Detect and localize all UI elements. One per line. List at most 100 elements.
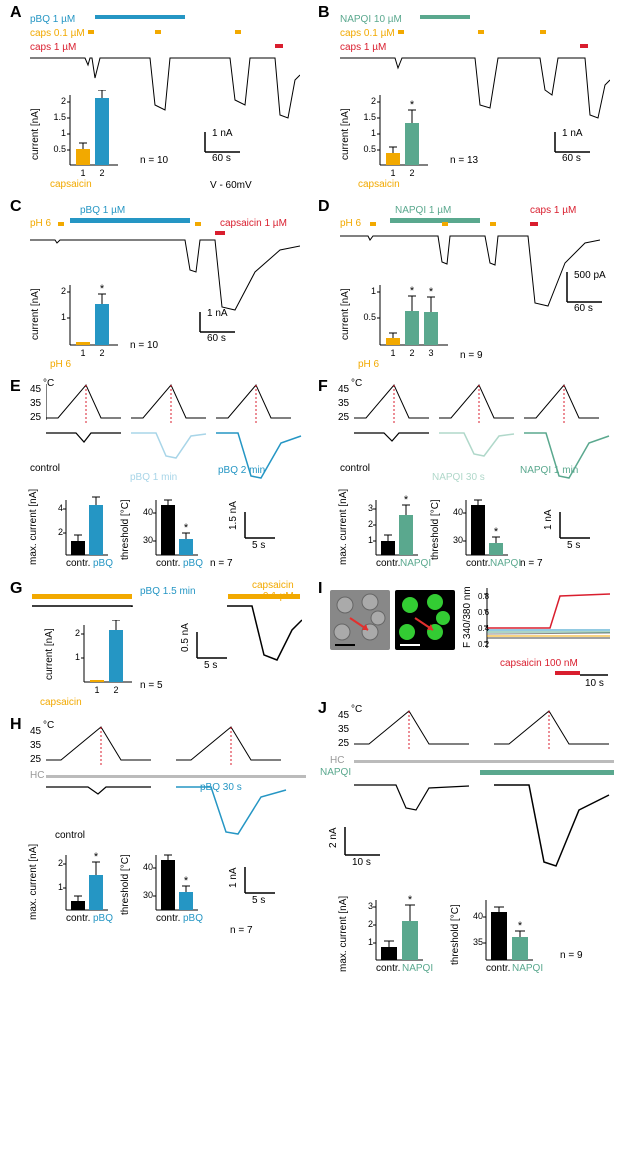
current-traces-J (354, 780, 614, 875)
pH6-label-C: pH 6 (30, 218, 51, 229)
svg-text:*: * (100, 90, 105, 91)
ctrl-label-E: control (30, 463, 60, 474)
t1-label-H: pBQ 30 s (200, 782, 242, 793)
NAPQI-bar-D (390, 218, 480, 223)
panel-H-label: H (10, 716, 22, 734)
svg-text:0.5: 0.5 (53, 144, 66, 154)
scale-x-G: 5 s (204, 660, 217, 671)
svg-text:2: 2 (61, 286, 66, 296)
ylabel-D: current [nA] (340, 288, 351, 340)
svg-text:1: 1 (368, 535, 373, 545)
svg-text:1: 1 (368, 937, 373, 947)
scale-y-F: 1 nA (543, 509, 554, 530)
svg-text:2: 2 (113, 685, 118, 695)
n-A: n = 10 (140, 155, 168, 166)
bar-chart-G: 12 * 1 2 (62, 620, 152, 700)
caps-high-bar-B (580, 44, 588, 48)
scale-x-B: 60 s (562, 153, 581, 164)
cat2-right-F: NAPQI (490, 558, 521, 569)
ftick1-I: 0.8 (478, 592, 489, 601)
pH6-bar3-D (490, 222, 496, 226)
cat1-right-E: contr. (156, 558, 180, 569)
svg-text:1: 1 (61, 128, 66, 138)
xlabel-B: capsaicin (358, 179, 400, 190)
scale-y-C: 1 nA (207, 308, 228, 319)
scale-x-D: 60 s (574, 303, 593, 314)
caps-label-I: capsaicin 100 nM (500, 658, 578, 669)
panel-G-label: G (10, 580, 22, 598)
svg-text:2: 2 (99, 168, 104, 178)
svg-text:35: 35 (473, 937, 483, 947)
svg-text:2: 2 (58, 858, 63, 868)
svg-text:1: 1 (390, 348, 395, 358)
caps-low-bar3-A (235, 30, 241, 34)
scale-y-J: 2 nA (328, 827, 339, 848)
svg-text:4: 4 (58, 503, 63, 513)
svg-text:*: * (184, 522, 189, 534)
pBQ-bar-A (95, 15, 185, 19)
temp-25-F: 25 (338, 412, 349, 423)
svg-text:3: 3 (368, 503, 373, 513)
svg-text:*: * (410, 285, 415, 297)
temp-45-J: 45 (338, 710, 349, 721)
panel-A-label: A (10, 4, 22, 22)
svg-text:30: 30 (143, 535, 153, 545)
svg-text:1: 1 (390, 168, 395, 178)
ftick4-I: 0.2 (478, 640, 489, 649)
micrograph-fluorescent (395, 590, 455, 650)
ylabel-left-J: max. current [nA] (338, 892, 349, 972)
ylabel-A: current [nA] (30, 108, 41, 160)
t1-label-F: NAPQI 30 s (432, 472, 485, 483)
svg-text:*: * (100, 283, 105, 295)
n-B: n = 13 (450, 155, 478, 166)
cat2-right-H: pBQ (183, 913, 203, 924)
caps-low-label-A: caps 0.1 µM (30, 28, 85, 39)
ylabel-left-F: max. current [nA] (338, 485, 349, 565)
svg-text:3: 3 (428, 348, 433, 358)
bar-chart-C: 1 2 * 1 2 (48, 280, 138, 360)
temp-45-F: 45 (338, 384, 349, 395)
cat1-right-J: contr. (486, 963, 510, 974)
svg-text:2: 2 (409, 168, 414, 178)
NAPQI-label-D: NAPQI 1 µM (395, 205, 451, 216)
panel-I-label: I (318, 580, 322, 598)
svg-text:1: 1 (80, 348, 85, 358)
svg-text:*: * (518, 920, 523, 932)
cat2-right-E: pBQ (183, 558, 203, 569)
micrograph-brightfield (330, 590, 390, 650)
n-E: n = 7 (210, 558, 233, 569)
cat1-right-H: contr. (156, 913, 180, 924)
scale-x-J: 10 s (352, 857, 371, 868)
caps-low-bar2-A (155, 30, 161, 34)
temp-ramps-F (354, 380, 614, 425)
svg-text:*: * (184, 875, 189, 887)
scale-y-D: 500 pA (574, 270, 606, 281)
pH6-bar1-C (58, 222, 64, 226)
pBQ-bar-C (70, 218, 190, 223)
svg-text:2: 2 (75, 628, 80, 638)
n-H: n = 7 (230, 925, 253, 936)
bar-chart-B: 0.5 1 1.5 2 * 1 2 (358, 90, 448, 180)
svg-text:*: * (408, 895, 413, 906)
temp-35-F: 35 (338, 398, 349, 409)
caps-low-label-B: caps 0.1 µM (340, 28, 395, 39)
ylabel-left-H: max. current [nA] (28, 840, 39, 920)
caps-high-bar-A (275, 44, 283, 48)
scale-x-A: 60 s (212, 153, 231, 164)
svg-text:1: 1 (371, 286, 376, 296)
panel-J-label: J (318, 700, 327, 718)
scale-y-B: 1 nA (562, 128, 583, 139)
NAPQI-label-J: NAPQI (320, 767, 351, 778)
svg-text:40: 40 (143, 507, 153, 517)
NAPQI-bar-J (480, 770, 614, 775)
temp-35-E: 35 (30, 398, 41, 409)
ylabel-right-F: threshold [°C] (430, 499, 441, 560)
n-D: n = 9 (460, 350, 483, 361)
caps-low-bar1-B (398, 30, 404, 34)
pBQ-label-G: pBQ 1.5 min (140, 586, 196, 597)
vh-A: V - 60mV (210, 180, 252, 191)
ftick2-I: 0.6 (478, 608, 489, 617)
fratio-traces-I (475, 586, 610, 656)
cat1-right-F: contr. (466, 558, 490, 569)
temp-35-H: 35 (30, 740, 41, 751)
